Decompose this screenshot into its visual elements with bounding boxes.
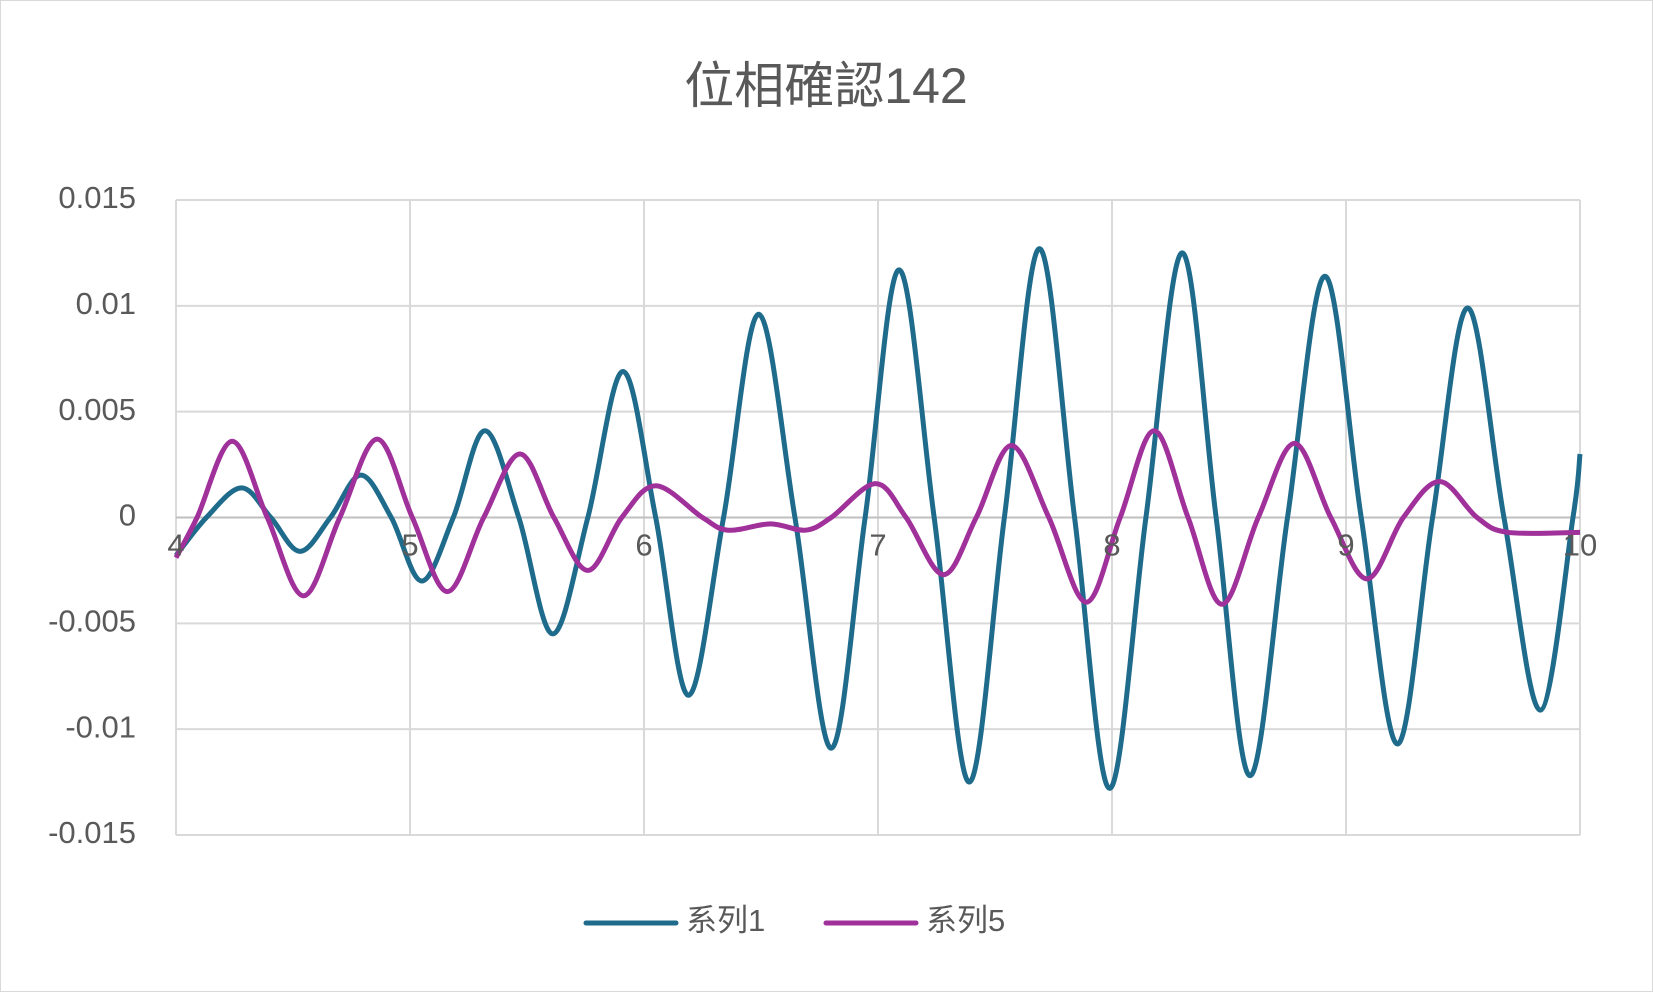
series-line <box>173 428 1581 607</box>
chart-title: 位相確認142 <box>684 58 967 114</box>
x-tick-label: 6 <box>635 528 652 563</box>
legend: 系列1 系列5 <box>583 903 1005 938</box>
legend-label: 系列1 <box>686 903 765 938</box>
x-tick-label: 9 <box>1337 528 1354 563</box>
x-tick-label: 7 <box>869 528 886 563</box>
x-tick-label: 4 <box>167 528 184 563</box>
y-tick-label: 0.01 <box>76 286 136 321</box>
series-line <box>174 246 1583 791</box>
x-tick-label: 5 <box>401 528 418 563</box>
y-tick-label: -0.01 <box>65 709 136 744</box>
x-tick-label: 8 <box>1103 528 1120 563</box>
y-tick-label: -0.015 <box>48 815 136 850</box>
plot-area <box>173 246 1583 791</box>
y-tick-label: -0.005 <box>48 604 136 639</box>
legend-label: 系列5 <box>926 903 1005 938</box>
y-tick-label: 0.005 <box>58 392 136 427</box>
y-tick-label: 0.015 <box>58 180 136 215</box>
y-tick-label: 0 <box>119 498 136 533</box>
tick-labels: -0.015 -0.01 -0.005 0 0.005 0.01 0.015 4 5 6 7 8 9 10 <box>48 180 1597 850</box>
x-tick-label: 10 <box>1563 528 1597 563</box>
